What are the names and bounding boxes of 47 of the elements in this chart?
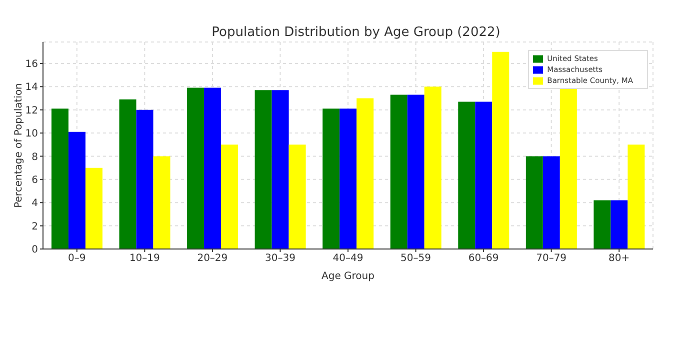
bar: [153, 156, 170, 249]
bar: [492, 52, 510, 249]
bar: [526, 156, 543, 249]
x-tick-label: 20–29: [197, 253, 228, 264]
bar: [407, 94, 424, 249]
x-tick-label: 60–69: [468, 253, 499, 264]
bar: [51, 108, 68, 249]
x-tick-label: 50–59: [400, 253, 432, 264]
x-tick-label: 80+: [608, 253, 630, 264]
bar: [119, 99, 136, 249]
bar: [594, 200, 611, 249]
bar: [390, 94, 408, 249]
bar: [458, 102, 476, 249]
bar: [68, 132, 86, 249]
x-axis-title: Age Group: [322, 271, 374, 282]
bar: [288, 144, 306, 249]
y-tick-label: 2: [32, 221, 38, 232]
bar: [85, 168, 102, 249]
bar: [204, 88, 222, 249]
chart-title: Population Distribution by Age Group (2022): [210, 25, 502, 40]
bar: [136, 110, 154, 249]
bar: [475, 102, 492, 249]
bar: [187, 88, 204, 249]
y-tick-label: 0: [32, 244, 38, 256]
x-tick-label: 10–19: [129, 253, 160, 264]
y-axis-title: Percentage of Population: [14, 83, 25, 208]
y-tick-label: 14: [25, 82, 38, 94]
x-tick-label: 70–79: [536, 253, 567, 264]
bar: [542, 156, 560, 249]
bar: [322, 108, 340, 249]
y-tick-label: 16: [25, 59, 38, 70]
bar: [356, 98, 374, 249]
bar: [340, 108, 357, 249]
x-tick-label: 0–9: [68, 253, 86, 264]
bar: [221, 144, 238, 249]
y-tick-label: 10: [25, 128, 38, 140]
bar: [424, 86, 442, 249]
y-tick-label: 8: [32, 152, 38, 163]
y-tick-label: 4: [32, 198, 38, 210]
bar: [628, 144, 645, 249]
x-tick-label: 30–39: [264, 253, 296, 264]
x-tick-label: 40–49: [332, 253, 364, 264]
y-tick-label: 6: [32, 174, 38, 186]
bar: [610, 200, 628, 249]
bar: [272, 90, 289, 249]
bar: [254, 90, 272, 249]
y-tick-label: 12: [25, 105, 38, 116]
